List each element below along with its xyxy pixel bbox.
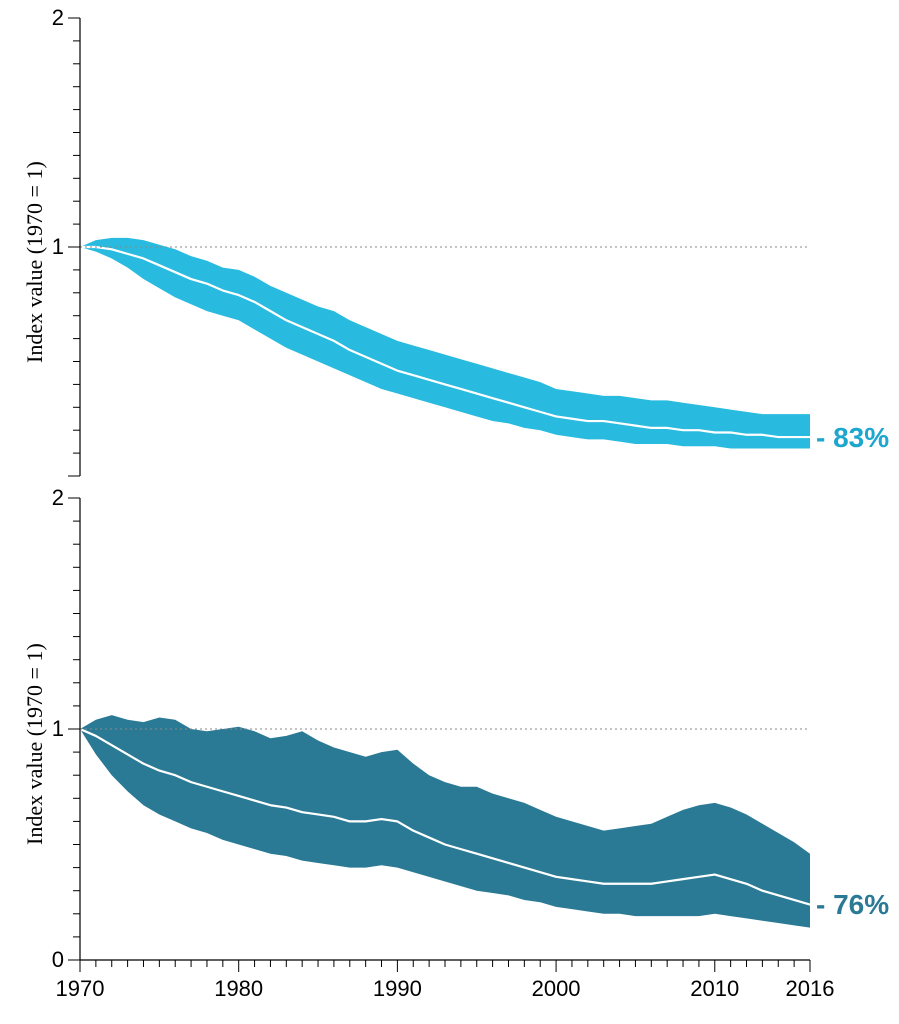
y-axis-label: Index value (1970 = 1) <box>22 161 48 363</box>
y-tick-label: 2 <box>46 485 64 511</box>
y-tick-label: 2 <box>46 5 64 31</box>
page: { "layout": { "width": 899, "height": 10… <box>0 0 899 1024</box>
y-tick-label: 1 <box>46 234 64 260</box>
end-percent-label: - 83% <box>816 422 889 454</box>
y-tick-label: 0 <box>46 947 64 973</box>
confidence-band <box>80 715 810 928</box>
x-tick-label: 2016 <box>786 976 835 1002</box>
x-tick-label: 2000 <box>532 976 581 1002</box>
x-tick-label: 1990 <box>373 976 422 1002</box>
y-axis-label: Index value (1970 = 1) <box>22 643 48 845</box>
end-percent-label: - 76% <box>816 889 889 921</box>
x-tick-label: 1980 <box>214 976 263 1002</box>
confidence-band <box>80 238 810 449</box>
chart-svg <box>0 0 899 1024</box>
y-tick-label: 1 <box>46 716 64 742</box>
x-tick-label: 2010 <box>690 976 739 1002</box>
x-tick-label: 1970 <box>56 976 105 1002</box>
